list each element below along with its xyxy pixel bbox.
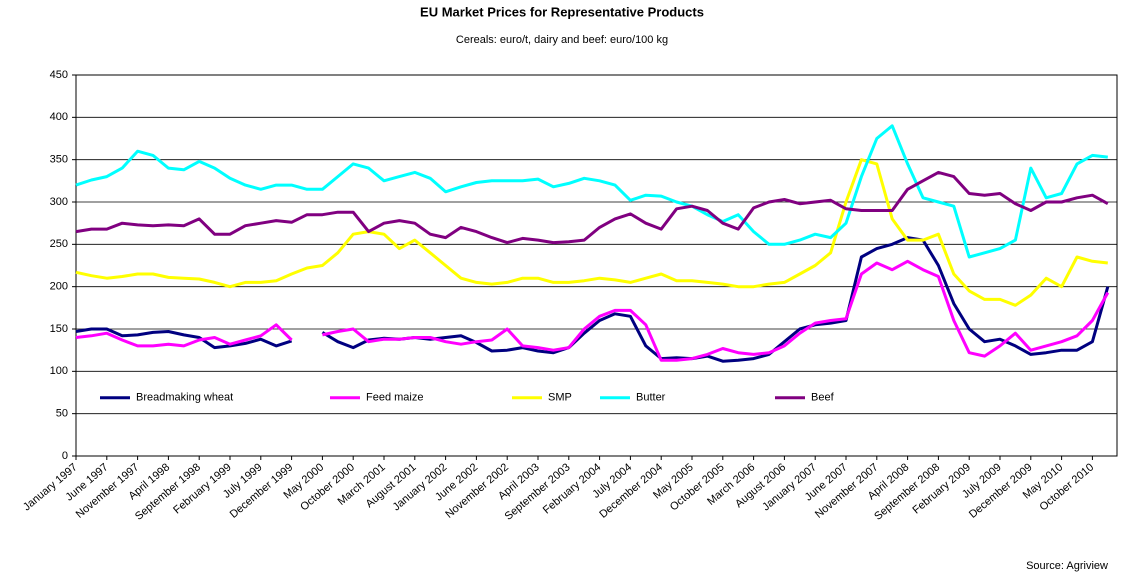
- series-line: [75, 124, 1108, 259]
- series-line: [75, 170, 1109, 245]
- legend-label: Feed maize: [366, 392, 423, 404]
- source-note: Source: Agriview: [1026, 560, 1108, 572]
- x-tick-label: October 2010: [1037, 461, 1096, 513]
- y-tick-label: 300: [50, 196, 68, 208]
- chart-title: EU Market Prices for Representative Prod…: [420, 4, 704, 19]
- legend-label: SMP: [548, 392, 572, 404]
- y-tick-label: 100: [50, 365, 68, 377]
- series-line: [75, 236, 1110, 363]
- legend-label: Beef: [811, 392, 835, 404]
- y-tick-label: 350: [50, 154, 68, 166]
- y-tick-label: 0: [62, 450, 68, 462]
- y-tick-label: 400: [50, 111, 68, 123]
- y-tick-label: 200: [50, 281, 68, 293]
- series-line: [75, 158, 1108, 307]
- legend-label: Breadmaking wheat: [136, 392, 233, 404]
- chart-subtitle: Cereals: euro/t, dairy and beef: euro/10…: [456, 34, 668, 46]
- legend-label: Butter: [636, 392, 666, 404]
- y-tick-label: 150: [50, 323, 68, 335]
- y-tick-label: 250: [50, 238, 68, 250]
- plot-border: [75, 74, 1118, 457]
- series-line: [75, 259, 1110, 362]
- y-tick-label: 450: [50, 69, 68, 81]
- y-tick-label: 50: [56, 408, 68, 420]
